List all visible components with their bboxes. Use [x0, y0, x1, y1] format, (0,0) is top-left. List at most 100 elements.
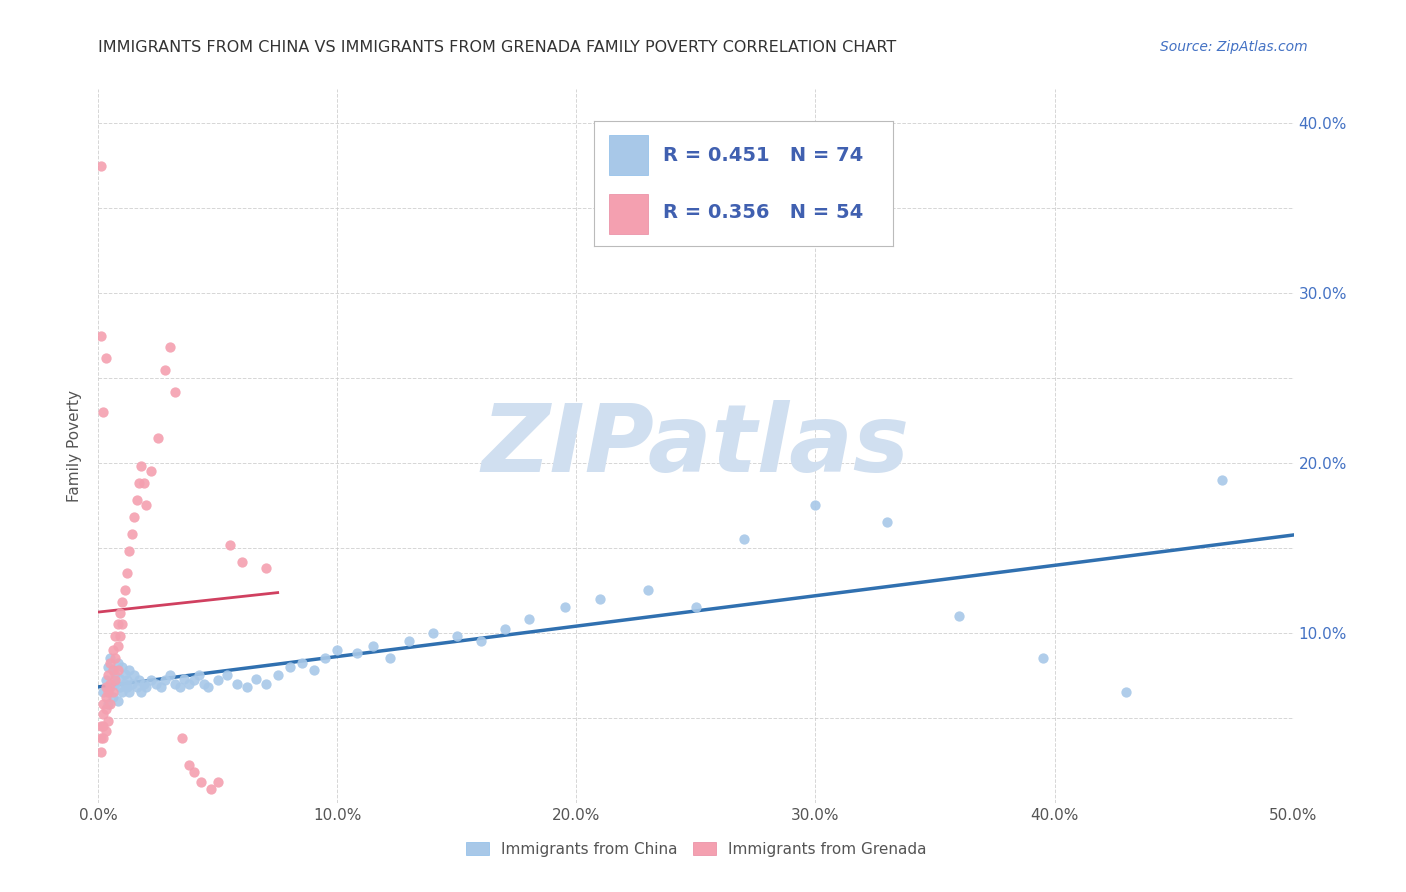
Point: [494, 623, 516, 637]
Point: [231, 555, 253, 569]
Point: [90, 719, 112, 733]
Point: [517, 612, 540, 626]
Point: [245, 672, 267, 686]
Point: [193, 677, 215, 691]
Point: [267, 668, 290, 682]
Point: [121, 527, 143, 541]
Point: [589, 591, 612, 606]
Point: [111, 595, 134, 609]
Point: [125, 680, 148, 694]
Point: [91, 685, 114, 699]
Point: [90, 328, 112, 343]
Point: [378, 651, 401, 665]
Point: [315, 651, 337, 665]
Point: [111, 617, 134, 632]
Point: [107, 663, 129, 677]
Point: [91, 707, 114, 722]
Point: [159, 341, 181, 355]
Text: Source: ZipAtlas.com: Source: ZipAtlas.com: [1160, 40, 1308, 54]
Point: [111, 685, 134, 699]
Point: [118, 663, 141, 677]
Point: [90, 731, 112, 746]
Point: [1032, 651, 1054, 665]
Point: [94, 690, 117, 705]
Point: [132, 476, 155, 491]
Point: [98, 657, 122, 671]
Point: [90, 745, 112, 759]
Point: [1115, 685, 1137, 699]
Point: [179, 677, 201, 691]
Point: [97, 698, 120, 712]
Point: [101, 643, 124, 657]
Point: [163, 677, 186, 691]
Point: [124, 510, 146, 524]
Point: [135, 680, 157, 694]
Point: [124, 668, 146, 682]
Point: [94, 724, 117, 739]
Point: [235, 680, 257, 694]
Point: [422, 626, 444, 640]
Point: [128, 476, 150, 491]
Point: [118, 544, 141, 558]
Point: [97, 668, 120, 682]
Point: [135, 499, 157, 513]
Text: IMMIGRANTS FROM CHINA VS IMMIGRANTS FROM GRENADA FAMILY POVERTY CORRELATION CHAR: IMMIGRANTS FROM CHINA VS IMMIGRANTS FROM…: [98, 40, 897, 55]
Point: [155, 673, 177, 688]
Point: [131, 685, 153, 699]
Point: [446, 629, 468, 643]
Point: [94, 680, 117, 694]
Point: [183, 673, 205, 688]
Point: [217, 668, 239, 682]
Point: [470, 634, 492, 648]
Point: [200, 782, 222, 797]
Point: [179, 758, 201, 772]
Point: [107, 617, 129, 632]
Point: [101, 663, 124, 677]
Point: [326, 643, 349, 657]
Point: [115, 680, 138, 694]
Point: [94, 702, 117, 716]
Point: [107, 657, 129, 671]
Point: [125, 493, 148, 508]
Point: [139, 673, 162, 688]
Point: [104, 651, 127, 665]
Point: [254, 561, 277, 575]
Point: [207, 673, 229, 688]
Point: [132, 677, 155, 691]
Point: [637, 583, 659, 598]
Point: [183, 765, 205, 780]
Point: [104, 629, 127, 643]
Y-axis label: Family Poverty: Family Poverty: [67, 390, 83, 502]
Point: [169, 680, 191, 694]
Point: [114, 677, 136, 691]
Point: [101, 663, 124, 677]
Point: [111, 660, 134, 674]
Point: [398, 634, 420, 648]
Point: [107, 640, 129, 654]
Point: [173, 672, 195, 686]
Point: [172, 731, 194, 746]
Point: [804, 499, 827, 513]
Point: [98, 698, 122, 712]
Point: [90, 159, 112, 173]
Point: [148, 430, 170, 444]
Point: [104, 668, 127, 682]
Point: [948, 608, 970, 623]
Point: [108, 672, 131, 686]
Point: [207, 775, 229, 789]
Point: [187, 668, 209, 682]
Point: [149, 680, 172, 694]
Point: [98, 680, 122, 694]
Point: [94, 673, 117, 688]
Point: [131, 459, 153, 474]
Legend: Immigrants from China, Immigrants from Grenada: Immigrants from China, Immigrants from G…: [460, 836, 932, 863]
Point: [254, 677, 277, 691]
Point: [219, 537, 242, 551]
Point: [554, 600, 576, 615]
Point: [115, 566, 138, 581]
Point: [115, 673, 138, 688]
Point: [685, 600, 707, 615]
Point: [91, 405, 114, 419]
Point: [226, 677, 249, 691]
Point: [98, 651, 122, 665]
